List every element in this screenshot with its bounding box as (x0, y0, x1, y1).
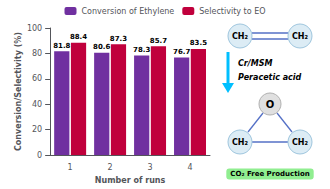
svg-text:2: 2 (108, 163, 113, 172)
svg-text:Number of runs: Number of runs (95, 176, 166, 185)
svg-text:1: 1 (68, 163, 73, 172)
svg-text:80: 80 (32, 49, 42, 58)
svg-text:Selectivity to EO: Selectivity to EO (199, 7, 265, 16)
svg-text:88.4: 88.4 (70, 33, 87, 41)
svg-text:CH₂: CH₂ (292, 32, 309, 41)
svg-text:3: 3 (148, 163, 153, 172)
svg-text:40: 40 (32, 100, 42, 109)
svg-text:76.7: 76.7 (173, 48, 190, 56)
svg-text:CH₂: CH₂ (292, 138, 309, 147)
svg-text:Conversion of Ethylene: Conversion of Ethylene (82, 7, 175, 16)
svg-text:CH₂: CH₂ (232, 32, 249, 41)
svg-text:20: 20 (32, 125, 42, 134)
svg-text:Cr/MSM: Cr/MSM (238, 59, 272, 68)
svg-text:78.3: 78.3 (133, 46, 150, 54)
svg-text:O: O (266, 99, 275, 110)
svg-text:Peracetic acid: Peracetic acid (238, 73, 302, 82)
svg-text:85.7: 85.7 (150, 37, 167, 45)
svg-text:80.6: 80.6 (93, 43, 110, 51)
svg-text:0: 0 (37, 151, 42, 160)
svg-text:CO₂ Free Production: CO₂ Free Production (230, 170, 309, 178)
svg-text:CH₂: CH₂ (232, 138, 249, 147)
svg-text:87.3: 87.3 (110, 35, 127, 43)
svg-text:100: 100 (27, 24, 42, 33)
svg-text:Conversion/Selectivity (%): Conversion/Selectivity (%) (14, 32, 23, 151)
svg-text:81.8: 81.8 (53, 42, 70, 50)
svg-text:83.5: 83.5 (190, 39, 207, 47)
svg-text:4: 4 (187, 163, 192, 172)
svg-text:60: 60 (32, 74, 42, 83)
